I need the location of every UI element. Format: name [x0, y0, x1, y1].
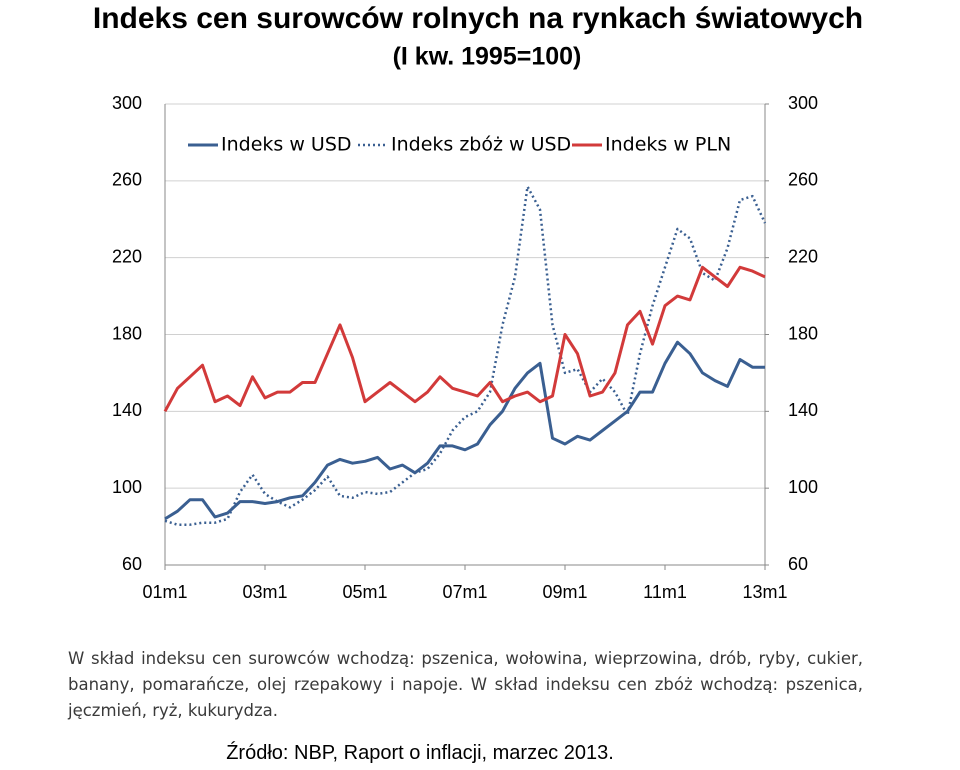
- x-tick-label: 03m1: [242, 582, 287, 602]
- legend-label: Indeks zbóż w USD: [391, 134, 571, 156]
- x-tick-label: 01m1: [142, 582, 187, 602]
- note: W skład indeksu cen surowców wchodzą: ps…: [68, 649, 863, 720]
- y2-tick-label: 260: [788, 170, 818, 190]
- y-tick-label: 60: [122, 554, 142, 574]
- series-line: [164, 340, 765, 521]
- y2-tick-label: 140: [788, 400, 818, 420]
- y-tick-label: 100: [112, 477, 142, 497]
- y2-tick-label: 220: [788, 246, 818, 266]
- series-line: [163, 265, 766, 413]
- y2-tick-label: 180: [788, 323, 818, 343]
- y2-tick-label: 100: [788, 477, 818, 497]
- x-tick-label: 13m1: [742, 582, 787, 602]
- series-line: [164, 185, 767, 526]
- y-tick-label: 140: [112, 400, 142, 420]
- x-tick-label: 05m1: [342, 582, 387, 602]
- y-tick-label: 260: [112, 170, 142, 190]
- y-tick-label: 300: [112, 93, 142, 113]
- y-tick-label: 180: [112, 323, 142, 343]
- chart: Indeks cen surowców rolnych na rynkach ś…: [93, 2, 863, 602]
- x-tick-label: 09m1: [542, 582, 587, 602]
- chart-subtitle: (I kw. 1995=100): [393, 43, 582, 71]
- x-tick-label: 07m1: [442, 582, 487, 602]
- source: Źródło: NBP, Raport o inflacji, marzec 2…: [226, 742, 614, 764]
- y-tick-label: 220: [112, 246, 142, 266]
- chart-title: Indeks cen surowców rolnych na rynkach ś…: [93, 2, 863, 35]
- legend-label: Indeks w USD: [221, 134, 352, 156]
- x-tick-label: 11m1: [643, 582, 687, 602]
- y2-tick-label: 60: [788, 554, 808, 574]
- y2-tick-label: 300: [788, 93, 818, 113]
- legend-label: Indeks w PLN: [605, 134, 731, 156]
